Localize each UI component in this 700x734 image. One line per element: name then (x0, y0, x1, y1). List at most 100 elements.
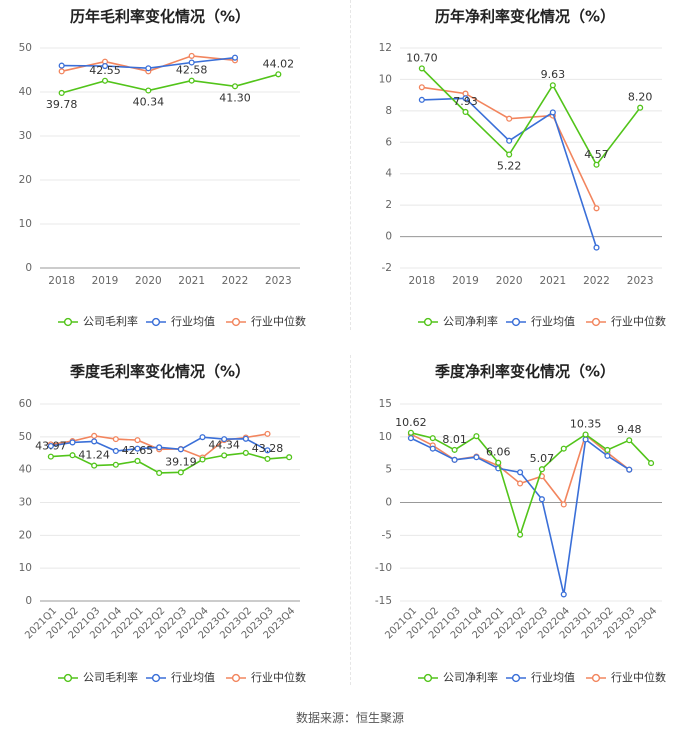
chart3-ytick-label: 0 (25, 595, 32, 607)
chart2-series-2-point (418, 96, 425, 103)
chart2-xtick-label: 2020 (496, 275, 523, 287)
chart2-data-label: 8.20 (628, 91, 653, 104)
chart1-series-1-point (145, 87, 152, 94)
chart3-series-2-point (156, 444, 163, 451)
chart2-series-1-point (418, 65, 425, 72)
chart2-series-3-point (506, 115, 513, 122)
chart3-series-2-point (47, 442, 54, 450)
chart3-legend-label: 公司毛利率 (83, 670, 138, 684)
chart2-xtick-label: 2022 (583, 275, 610, 287)
chart4-series-1-point (648, 460, 655, 467)
chart4-series-1-point (560, 445, 567, 452)
chart3-series-2-point (199, 434, 206, 441)
chart1-data-label: 44.02 (263, 57, 295, 70)
chart4-series-3-point (560, 501, 567, 508)
chart4-series-1-point (407, 429, 414, 436)
chart4-series-2-point (582, 436, 589, 443)
chart1-data-label: 41.30 (219, 91, 251, 104)
chart4-series-1-point (495, 459, 502, 466)
chart2-title: 历年净利率变化情况（%） (435, 8, 615, 26)
chart2-series-1-point (462, 108, 469, 116)
chart3-legend-marker (231, 673, 241, 683)
chart2-series-1-point (637, 104, 644, 111)
chart2-legend-marker (591, 317, 601, 327)
chart3-series-2-point (134, 445, 141, 452)
chart4-series-2-point (626, 466, 633, 473)
chart2-xtick-label: 2019 (452, 275, 479, 287)
chart3-legend-label: 行业中位数 (251, 670, 306, 684)
chart3-title: 季度毛利率变化情况（%） (70, 363, 250, 381)
chart1-series-2-point (145, 65, 152, 72)
chart1-title: 历年毛利率变化情况（%） (70, 8, 250, 26)
chart4-series-1-point (451, 446, 458, 453)
chart2-series-2-point (593, 244, 600, 251)
chart3-series-3-point (264, 430, 271, 437)
chart4-data-label: 10.62 (395, 416, 427, 429)
chart4-series-1-point (473, 433, 480, 440)
chart1-series-3-point (58, 68, 65, 75)
chart3-legend-marker (151, 673, 161, 683)
chart4-title: 季度净利率变化情况（%） (435, 363, 615, 381)
chart1-ytick-label: 10 (19, 218, 32, 230)
chart3-series-3-point (134, 437, 141, 444)
chart3-series-1-point (47, 453, 54, 460)
chart2-ytick-label: -2 (382, 262, 392, 274)
chart3-data-label: 43.97 (35, 440, 67, 453)
chart1-legend-label: 行业中位数 (251, 314, 306, 328)
chart1-legend-label: 公司毛利率 (83, 314, 138, 328)
chart4-series-2-point (517, 469, 524, 476)
chart4-series-line-2 (410, 437, 630, 595)
chart4-data-label: 9.48 (617, 423, 642, 436)
chart2-ytick-label: 2 (385, 199, 392, 211)
chart3-data-label: 44.34 (208, 438, 240, 451)
chart1-series-1-point (231, 83, 239, 90)
chart2-data-label: 9.63 (541, 68, 566, 81)
chart1-legend-marker (151, 317, 161, 327)
data-source: 数据来源：恒生聚源 (295, 711, 404, 725)
chart4-series-2-point (429, 445, 436, 452)
chart4-data-label: 8.01 (442, 433, 467, 446)
chart4-series-2-point (407, 435, 414, 442)
chart4-legend-label: 行业均值 (531, 671, 575, 684)
chart4-legend-marker (511, 673, 521, 683)
chart4-series-line-1 (410, 432, 652, 538)
chart2-ytick-label: 8 (385, 105, 392, 117)
chart2-series-1-point (549, 82, 556, 89)
chart4-ytick-label: -10 (375, 562, 392, 574)
chart1-xtick-label: 2019 (92, 275, 119, 287)
chart4-ytick-label: 15 (379, 398, 392, 410)
chart2-ytick-label: 10 (379, 73, 392, 85)
chart3-series-1-point (221, 452, 228, 459)
chart1-series-1-point (58, 89, 65, 97)
chart1-xtick-label: 2021 (178, 275, 205, 287)
chart3-legend-marker (63, 673, 73, 683)
chart2-series-line-3 (421, 86, 598, 209)
chart1-data-label: 39.78 (46, 98, 78, 111)
chart3-series-2-point (69, 439, 76, 446)
chart1-series-2-point (188, 59, 195, 66)
chart4-series-2-point (473, 454, 480, 461)
chart2-ytick-label: 6 (385, 136, 392, 148)
chart3-legend-label: 行业均值 (171, 671, 215, 684)
chart3-data-label: 41.24 (78, 449, 110, 462)
chart3-series-2-point (112, 447, 119, 455)
chart2-series-3-point (418, 84, 425, 91)
chart3-ytick-label: 40 (19, 464, 32, 476)
chart4-series-2-point (604, 452, 611, 459)
chart1-data-label: 42.58 (176, 64, 208, 77)
chart1-series-1-point (101, 77, 109, 84)
chart4-ytick-label: 0 (385, 497, 392, 509)
chart3-series-1-point (177, 469, 184, 476)
chart3-ytick-label: 20 (19, 529, 32, 541)
chart4-legend-label: 公司净利率 (443, 670, 498, 684)
chart3-series-1-point (134, 457, 141, 465)
chart3-data-label: 39.19 (165, 455, 197, 468)
chart3-ytick-label: 10 (19, 562, 32, 574)
vertical-divider-top (350, 0, 351, 330)
chart4-ytick-label: 5 (385, 464, 392, 476)
chart3-series-2-point (242, 435, 249, 442)
chart1-series-2-point (101, 62, 109, 70)
chart3-series-1-point (91, 462, 98, 469)
chart2-xtick-label: 2021 (539, 275, 566, 287)
